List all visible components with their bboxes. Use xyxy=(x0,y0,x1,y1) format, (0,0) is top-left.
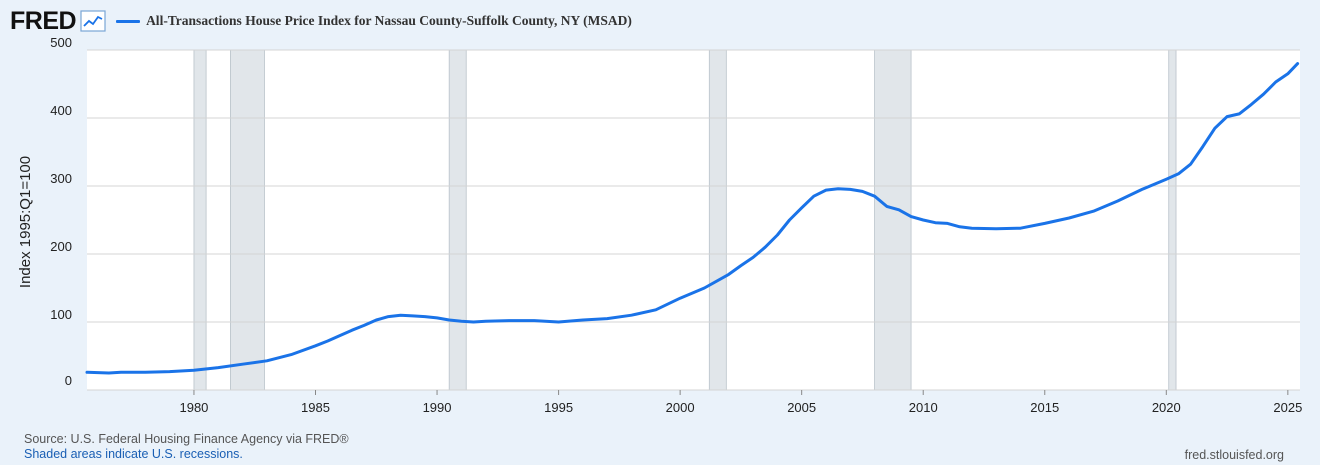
series-line[interactable] xyxy=(85,62,1300,375)
recession-note[interactable]: Shaded areas indicate U.S. recessions. xyxy=(24,447,243,461)
chart-area: 0 100 200 300 400 500 1980 1985 1990 1995 2000 200… xyxy=(17,35,1302,415)
legend-swatch xyxy=(116,19,141,23)
recession-band xyxy=(193,49,207,391)
x-axis-ticks: 1980 1985 1990 1995 2000 2005 2010 2015 2020 2025 xyxy=(179,390,1302,415)
recession-band xyxy=(448,49,467,391)
x-tick-label: 2010 xyxy=(909,400,938,415)
line-chart-icon xyxy=(80,10,106,32)
x-tick-label: 2000 xyxy=(666,400,695,415)
y-tick-label: 300 xyxy=(50,171,72,186)
footer-left: Source: U.S. Federal Housing Finance Age… xyxy=(24,432,349,462)
x-tick-label: 2015 xyxy=(1030,400,1059,415)
y-tick-label: 100 xyxy=(50,307,72,322)
x-tick-label: 1995 xyxy=(544,400,573,415)
x-tick-label: 2025 xyxy=(1273,400,1302,415)
plot-background-rect xyxy=(87,50,1300,390)
y-tick-label: 400 xyxy=(50,103,72,118)
x-tick-label: 1990 xyxy=(423,400,452,415)
chart-header: FRED All-Transactions House Price Index … xyxy=(10,6,1310,36)
gridlines xyxy=(87,49,1300,391)
x-tick-label: 1980 xyxy=(179,400,208,415)
recession-band xyxy=(874,49,912,391)
y-tick-label: 500 xyxy=(50,35,72,50)
recession-band xyxy=(1168,49,1177,391)
x-tick-label: 2005 xyxy=(787,400,816,415)
series-layer xyxy=(85,62,1300,375)
y-axis-ticks: 0 100 200 300 400 500 xyxy=(50,35,72,388)
x-tick-label: 2020 xyxy=(1152,400,1181,415)
source-note: Source: U.S. Federal Housing Finance Age… xyxy=(24,432,349,446)
x-tick-label: 1985 xyxy=(301,400,330,415)
recession-band xyxy=(230,49,265,391)
site-url[interactable]: fred.stlouisfed.org xyxy=(1184,448,1284,462)
y-tick-label: 0 xyxy=(65,373,72,388)
fred-logo[interactable]: FRED xyxy=(10,6,77,35)
legend-series-label[interactable]: All-Transactions House Price Index for N… xyxy=(146,13,632,28)
recession-bands xyxy=(193,49,1177,391)
recession-band xyxy=(708,49,727,391)
y-axis-title: Index 1995:Q1=100 xyxy=(17,156,34,288)
plot-background xyxy=(87,50,1300,390)
y-tick-label: 200 xyxy=(50,239,72,254)
